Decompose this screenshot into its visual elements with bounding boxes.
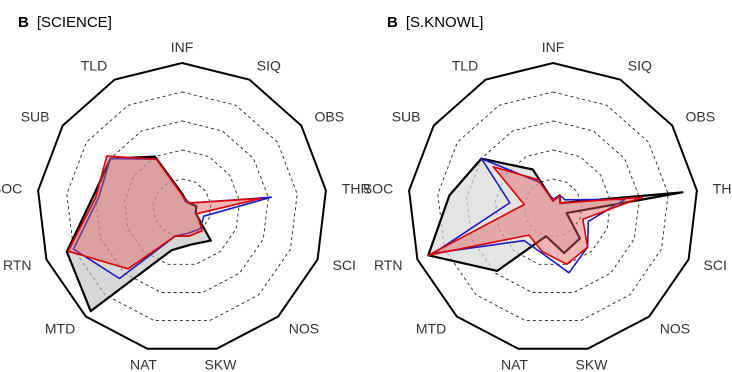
axis-label-nat: NAT [130,356,157,372]
axis-label-nos: NOS [660,321,690,337]
axis-label-thr: THR [342,181,371,197]
axis-label-sci: SCI [333,257,356,273]
axis-label-sci: SCI [704,257,727,273]
axis-label-soc: SOC [0,181,22,197]
panel-title-text: [S.KNOWL] [406,14,484,31]
axis-label-rtn: RTN [3,257,32,273]
grid-ring [437,91,669,322]
panel-letter: B [18,14,29,31]
axis-label-sub: SUB [21,109,50,125]
axis-label-sub: SUB [392,109,421,125]
outer-ring [408,61,698,350]
axis-labels: INF SIQ OBS THR SCI NOS SKW NAT MTD RTN SOC SUB TLD [0,39,371,372]
axis-label-siq: SIQ [628,57,652,73]
radar-grid [37,61,327,350]
axis-label-nos: NOS [289,321,319,337]
axis-label-tld: TLD [452,57,478,73]
axis-label-soc: SOC [363,181,393,197]
axis-label-siq: SIQ [257,57,281,73]
series-polygon-2 [432,157,626,274]
outer-ring [37,61,327,350]
axis-label-inf: INF [171,39,194,55]
axis-label-thr: THR [713,181,732,197]
radar-panel-science: B [SCIENCE] INF SIQ OBS THR SCI NOS SKW NAT MTD RT… [0,14,371,372]
axis-label-rtn: RTN [374,257,403,273]
axis-label-mtd: MTD [45,321,75,337]
axis-label-obs: OBS [686,109,716,125]
grid-ring [66,91,298,322]
radar-series-group [65,155,273,313]
axis-label-inf: INF [542,39,565,55]
panel-title-text: [SCIENCE] [37,14,112,31]
axis-label-nat: NAT [501,356,528,372]
axis-labels: INF SIQ OBS THR SCI NOS SKW NAT MTD RTN SOC SUB TLD [363,39,732,372]
axis-label-tld: TLD [81,57,107,73]
radar-series-group [427,157,684,274]
panel-letter: B [387,14,398,31]
series-polygon-3 [67,155,263,270]
series-polygon-3 [427,166,644,266]
radar-panel-s-knowl: B [S.KNOWL] INF SIQ OBS THR SCI NOS SKW NAT MTD RT… [363,14,732,372]
axis-label-skw: SKW [576,356,609,372]
axis-label-skw: SKW [205,356,238,372]
panel-title: B [S.KNOWL] [387,14,483,31]
axis-label-mtd: MTD [416,321,446,337]
axis-label-obs: OBS [315,109,345,125]
panel-title: B [SCIENCE] [18,14,112,31]
